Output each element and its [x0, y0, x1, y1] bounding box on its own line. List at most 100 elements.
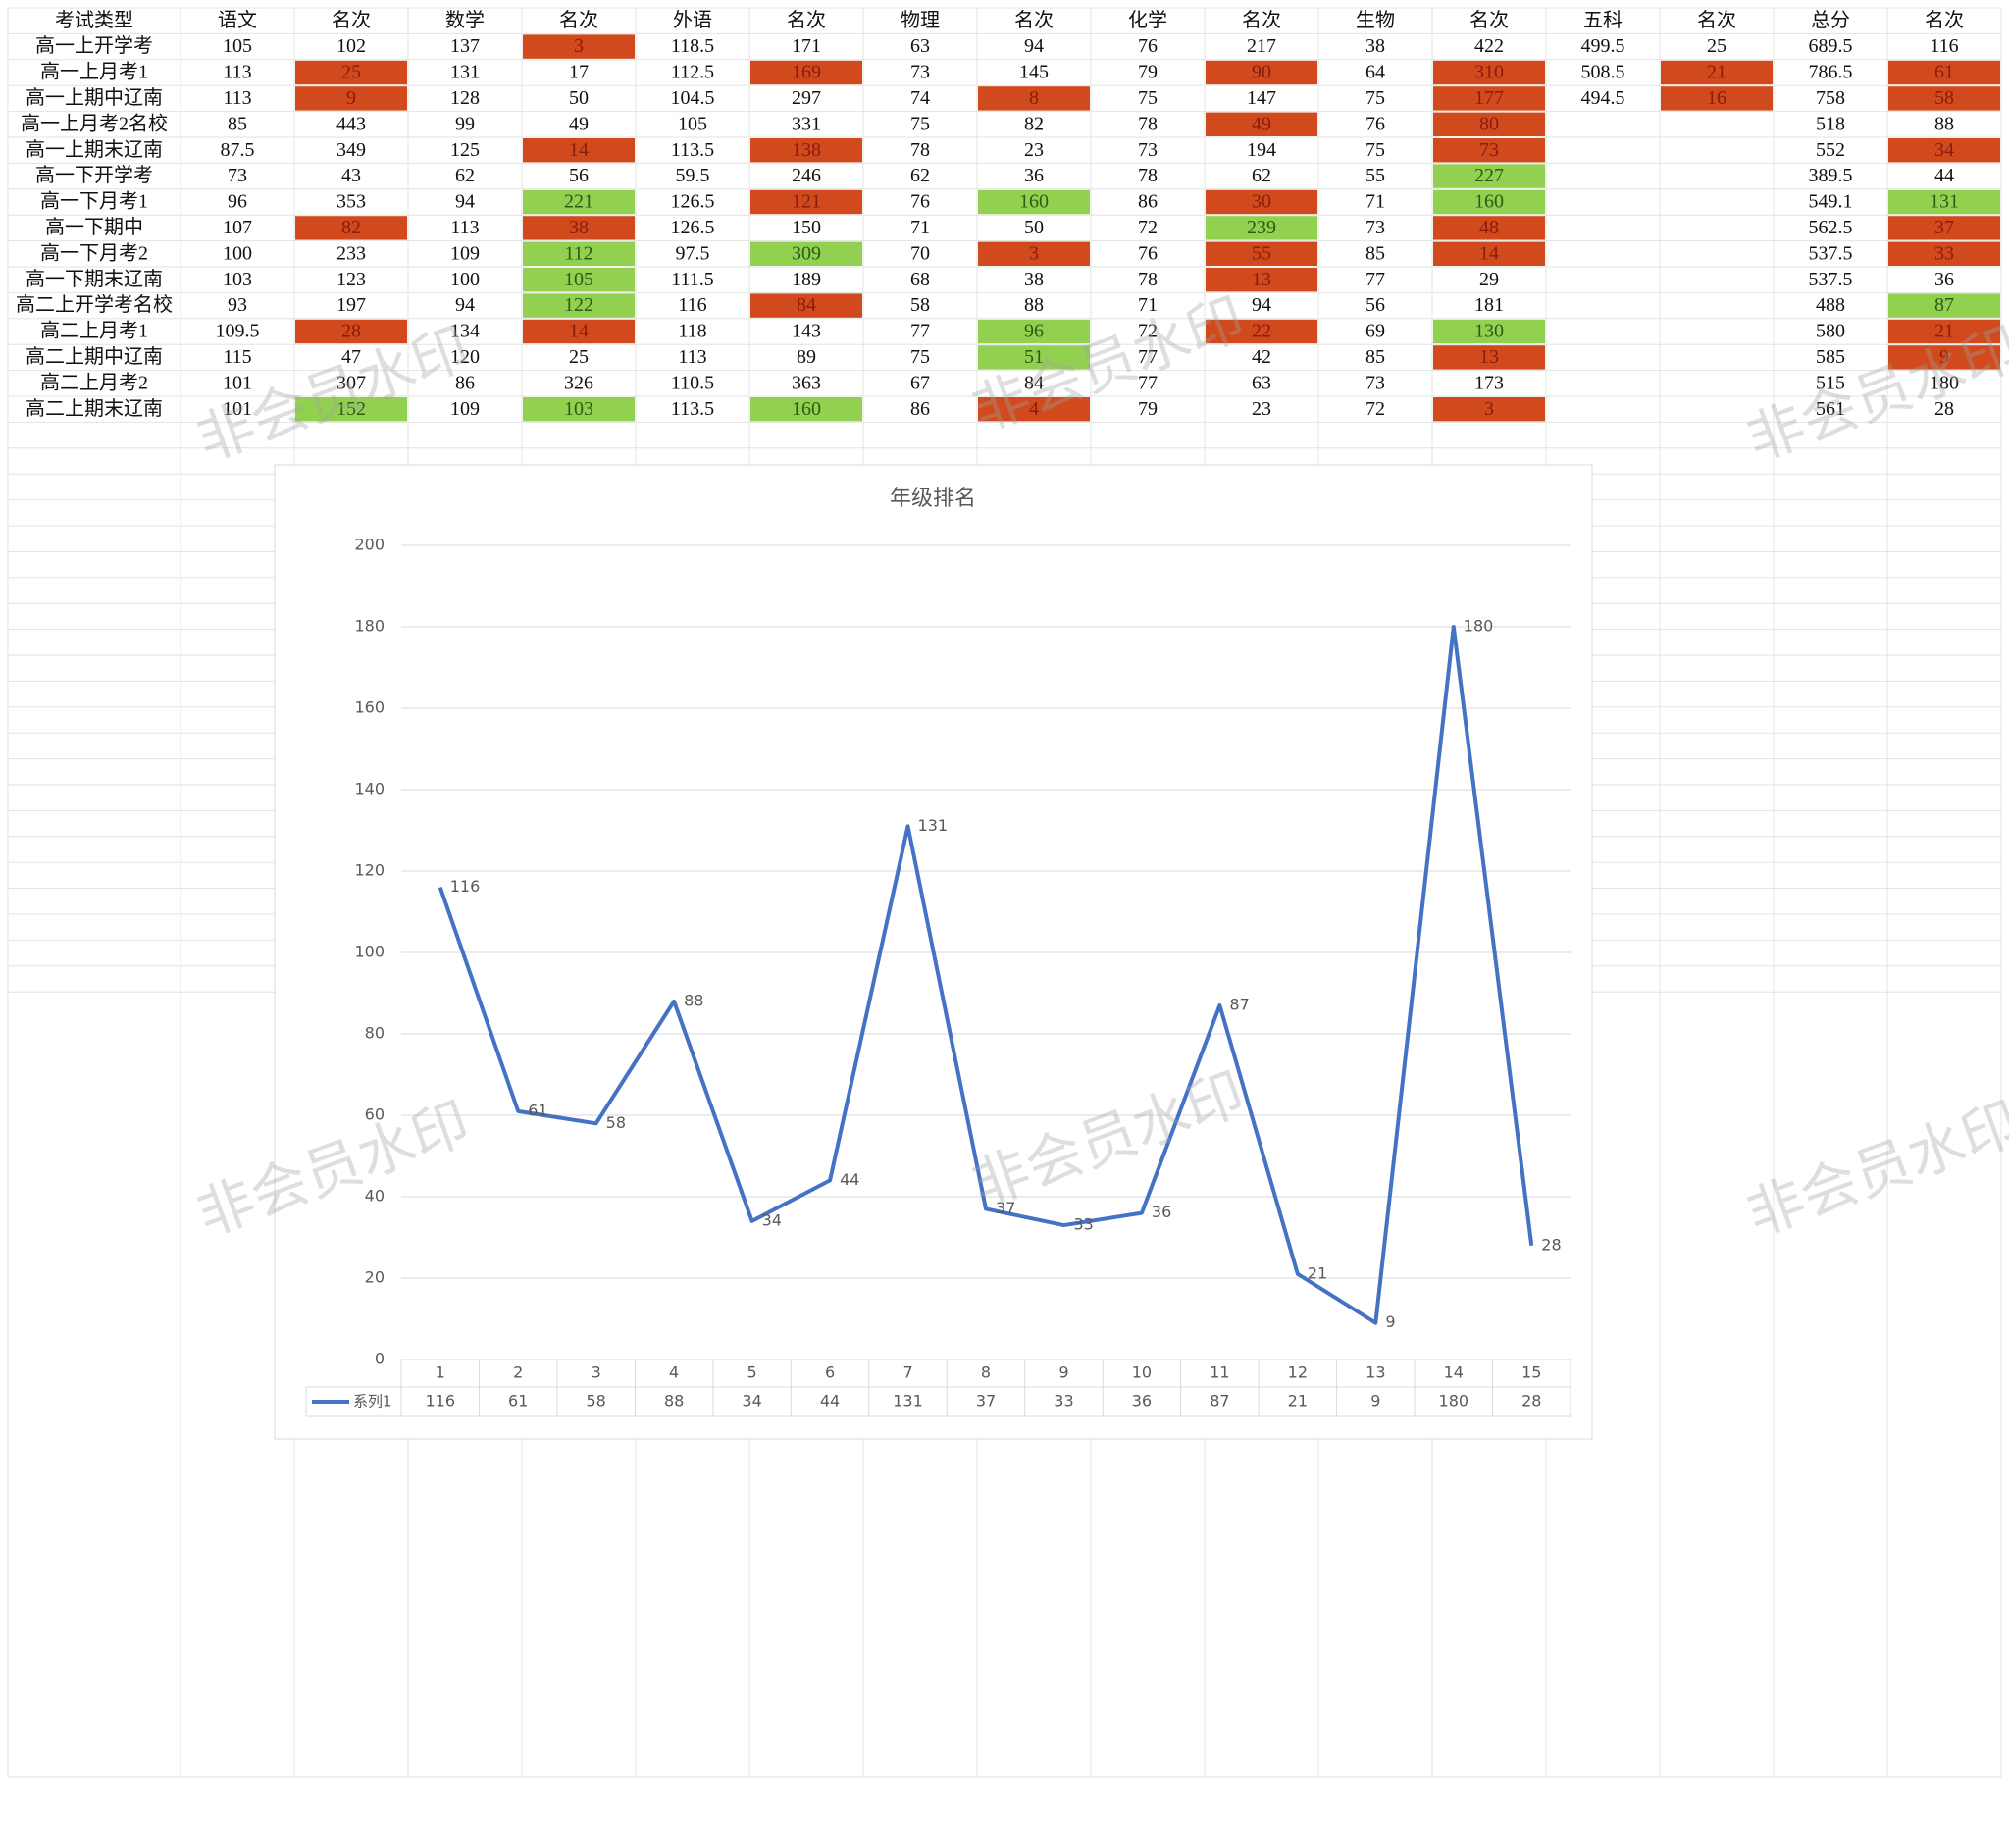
row-label: 高一下月考1 — [40, 190, 148, 213]
cell: 118 — [678, 321, 706, 342]
cell: 88 — [1934, 113, 1954, 134]
data-table-value: 37 — [976, 1392, 996, 1411]
cell-highlight — [978, 241, 1090, 266]
cell: 75 — [1365, 87, 1385, 109]
cell: 14 — [569, 139, 589, 161]
cell: 107 — [223, 217, 252, 238]
cell: 23 — [1024, 139, 1044, 161]
cell-highlight — [1206, 216, 1317, 240]
data-table-value: 58 — [586, 1392, 605, 1411]
cell: 443 — [336, 113, 366, 134]
cell: 189 — [792, 269, 821, 290]
cell: 94 — [455, 294, 475, 316]
cell: 104.5 — [671, 87, 715, 109]
cell: 78 — [910, 139, 930, 161]
cell-highlight — [523, 34, 635, 59]
cell: 76 — [1365, 113, 1385, 134]
cell: 28 — [1934, 398, 1954, 420]
cell: 113 — [678, 346, 706, 368]
cell-highlight — [1433, 345, 1545, 370]
row-label: 高二上开学考名校 — [16, 293, 173, 316]
cell: 28 — [341, 321, 361, 342]
cell: 94 — [1024, 35, 1044, 57]
cell: 310 — [1474, 62, 1504, 83]
cell: 82 — [1024, 113, 1044, 134]
header-cell: 生物 — [1356, 9, 1395, 31]
cell: 103 — [223, 269, 252, 290]
header-cell: 总分 — [1811, 9, 1850, 31]
cell: 58 — [910, 294, 930, 316]
cell: 36 — [1934, 269, 1954, 290]
cell: 100 — [450, 269, 480, 290]
row-label: 高二上月考2 — [40, 371, 148, 393]
cell: 75 — [910, 113, 930, 134]
cell: 173 — [1474, 372, 1504, 393]
cell: 94 — [1252, 294, 1271, 316]
cell: 552 — [1816, 139, 1845, 161]
cell: 102 — [336, 35, 366, 57]
cell-highlight — [1888, 345, 2000, 370]
cell: 113 — [450, 217, 479, 238]
x-tick-label: 9 — [1058, 1363, 1068, 1382]
cell: 72 — [1138, 321, 1158, 342]
cell: 689.5 — [1809, 35, 1853, 57]
cell: 82 — [341, 217, 361, 238]
cell: 59.5 — [676, 165, 710, 186]
cell: 77 — [1138, 346, 1158, 368]
data-label: 58 — [606, 1113, 626, 1132]
cell: 150 — [792, 217, 821, 238]
cell: 70 — [910, 242, 930, 264]
cell: 143 — [792, 321, 821, 342]
cell: 77 — [910, 321, 930, 342]
header-cell: 物理 — [901, 9, 940, 31]
cell: 77 — [1138, 372, 1158, 393]
cell-highlight — [1206, 241, 1317, 266]
cell-highlight — [1888, 216, 2000, 240]
cell: 113.5 — [671, 139, 714, 161]
data-table-value: 21 — [1288, 1392, 1308, 1411]
cell-highlight — [1888, 189, 2000, 215]
cell: 103 — [564, 398, 593, 420]
cell: 78 — [1138, 165, 1158, 186]
cell: 562.5 — [1809, 217, 1853, 238]
cell: 73 — [1365, 217, 1385, 238]
cell-highlight — [1661, 86, 1773, 111]
cell: 13 — [1252, 269, 1271, 290]
cell: 33 — [1934, 242, 1954, 264]
chart-title: 年级排名 — [890, 487, 976, 511]
cell: 115 — [223, 346, 251, 368]
cell-highlight — [1888, 138, 2000, 163]
cell-highlight — [1661, 60, 1773, 85]
legend-label: 系列1 — [353, 1393, 392, 1411]
cell: 122 — [564, 294, 593, 316]
data-label: 33 — [1073, 1215, 1093, 1234]
data-table-value: 28 — [1521, 1392, 1541, 1411]
cell: 93 — [228, 294, 247, 316]
x-tick-label: 11 — [1210, 1363, 1229, 1382]
cell-highlight — [523, 189, 635, 215]
cell: 123 — [336, 269, 366, 290]
cell: 109 — [450, 242, 480, 264]
data-table-value: 180 — [1439, 1392, 1469, 1411]
cell-highlight — [523, 268, 635, 292]
cell: 77 — [1365, 269, 1385, 290]
cell: 51 — [1024, 346, 1044, 368]
cell: 48 — [1479, 217, 1499, 238]
cell: 121 — [792, 191, 821, 213]
data-label: 37 — [996, 1199, 1015, 1217]
cell-highlight — [295, 216, 407, 240]
cell: 3 — [1029, 242, 1039, 264]
cell: 8 — [1029, 87, 1039, 109]
cell: 84 — [1024, 372, 1044, 393]
y-tick-label: 20 — [365, 1268, 385, 1287]
cell: 71 — [1138, 294, 1158, 316]
cell: 96 — [228, 191, 247, 213]
data-table-value: 131 — [893, 1392, 923, 1411]
cell-highlight — [978, 345, 1090, 370]
cell: 47 — [341, 346, 361, 368]
cell: 85 — [1365, 242, 1385, 264]
cell: 9 — [346, 87, 356, 109]
cell-highlight — [750, 397, 862, 422]
cell: 62 — [1252, 165, 1271, 186]
header-cell: 名次 — [1014, 9, 1054, 31]
